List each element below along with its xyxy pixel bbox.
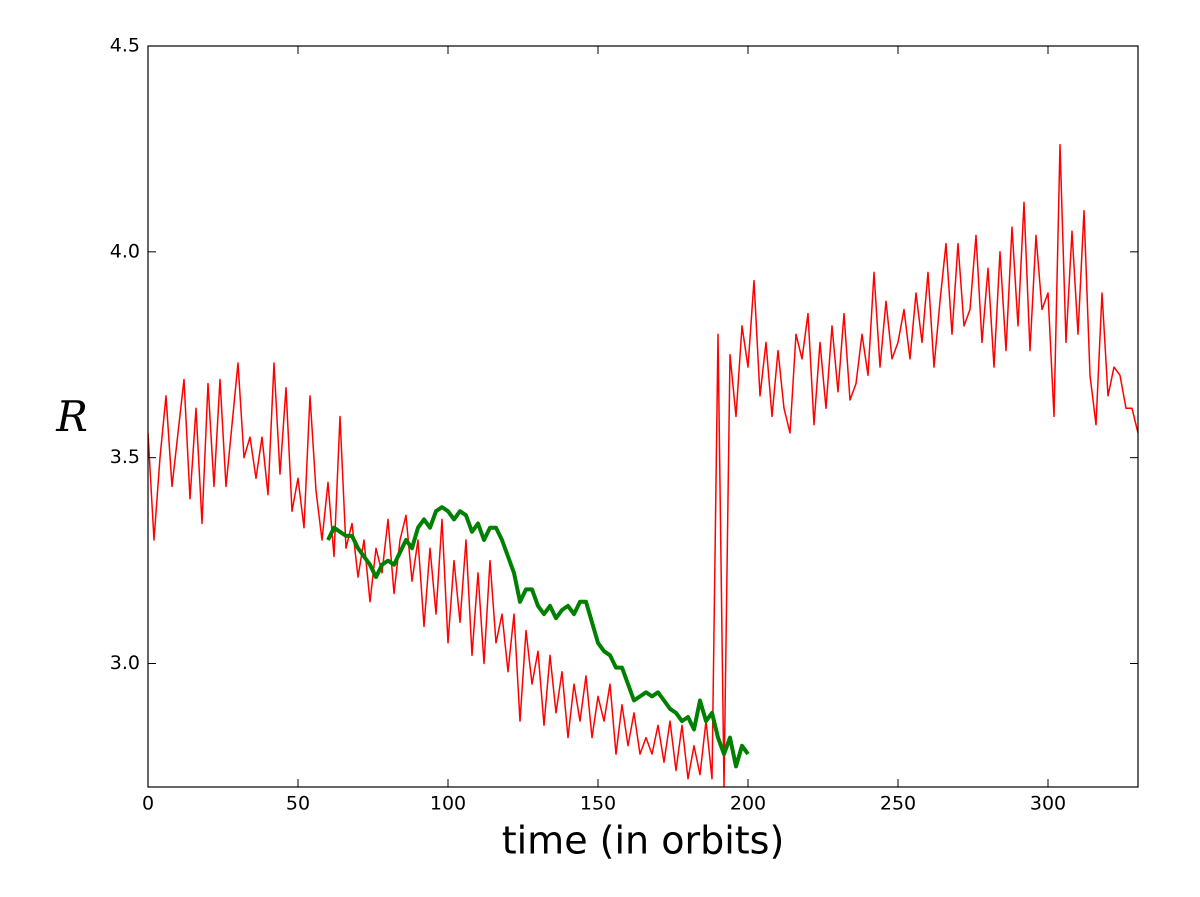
x-tick-label: 50 xyxy=(286,793,310,815)
y-tick-label: 3.0 xyxy=(110,652,140,674)
axes-frame xyxy=(147,45,1139,788)
y-axis-label: R xyxy=(55,392,88,441)
x-tick-label: 0 xyxy=(142,793,154,815)
x-tick-label: 300 xyxy=(1030,793,1066,815)
x-tick-label: 200 xyxy=(730,793,766,815)
x-tick-label: 250 xyxy=(880,793,916,815)
y-tick-label: 4.0 xyxy=(110,240,140,262)
x-tick-label: 150 xyxy=(580,793,616,815)
x-tick-label: 100 xyxy=(430,793,466,815)
data-line xyxy=(148,144,1138,787)
y-tick-label: 3.5 xyxy=(110,446,140,468)
data-line xyxy=(326,505,750,769)
x-axis-label: time (in orbits) xyxy=(502,819,785,863)
y-tick-label: 4.5 xyxy=(110,35,140,57)
plot-area xyxy=(148,144,1138,787)
